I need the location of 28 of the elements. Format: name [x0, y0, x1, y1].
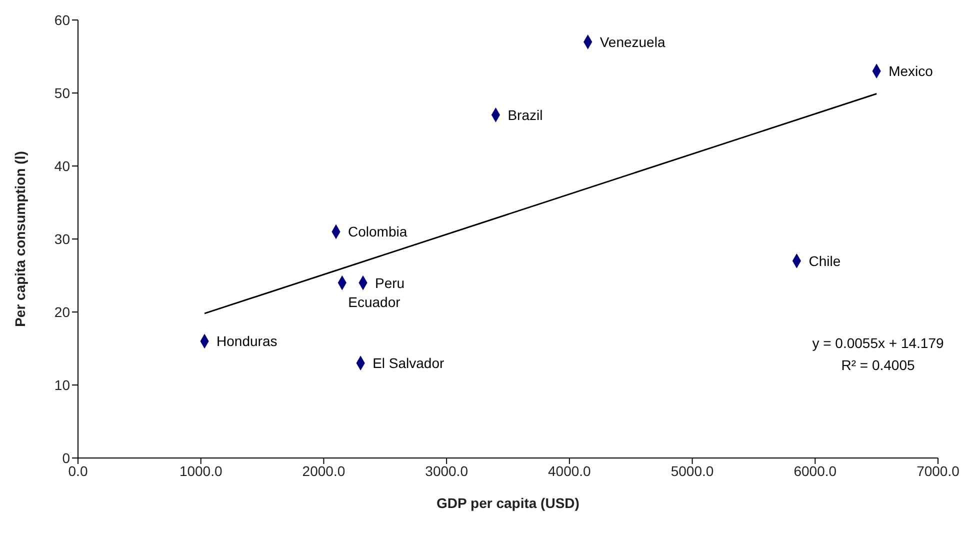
- annotation: y = 0.0055x + 14.179: [812, 335, 944, 351]
- x-tick-label: 4000.0: [548, 462, 592, 479]
- x-tick-label: 0.0: [68, 462, 88, 479]
- y-tick-label: 60: [54, 12, 70, 28]
- annotation: R² = 0.4005: [841, 357, 915, 373]
- annotation: El Salvador: [372, 355, 444, 372]
- annotation: Brazil: [508, 106, 543, 123]
- x-axis-title: GDP per capita (USD): [436, 495, 580, 511]
- y-tick-label: 20: [54, 304, 70, 320]
- annotation: Ecuador: [348, 294, 401, 310]
- x-tick-label: 5000.0: [670, 462, 714, 479]
- annotation: Chile: [808, 252, 841, 269]
- x-tick-label: 2000.0: [302, 462, 346, 479]
- y-tick-label: 30: [54, 230, 70, 247]
- annotation: Colombia: [348, 224, 408, 240]
- annotation: Peru: [375, 274, 405, 291]
- x-tick-label: 1000.0: [179, 462, 222, 479]
- annotation: Honduras: [216, 333, 278, 350]
- y-tick-label: 50: [54, 84, 70, 101]
- annotation: Venezuela: [600, 34, 666, 50]
- x-tick-label: 6000.0: [794, 462, 837, 479]
- y-tick-label: 40: [54, 158, 70, 174]
- y-tick-label: 0: [62, 450, 70, 466]
- annotation: Mexico: [888, 63, 934, 80]
- x-tick-label: 7000.0: [916, 462, 960, 479]
- y-tick-label: 10: [54, 376, 70, 393]
- y-axis-title: Per capita consumption (l): [12, 151, 28, 327]
- x-tick-label: 3000.0: [425, 462, 468, 479]
